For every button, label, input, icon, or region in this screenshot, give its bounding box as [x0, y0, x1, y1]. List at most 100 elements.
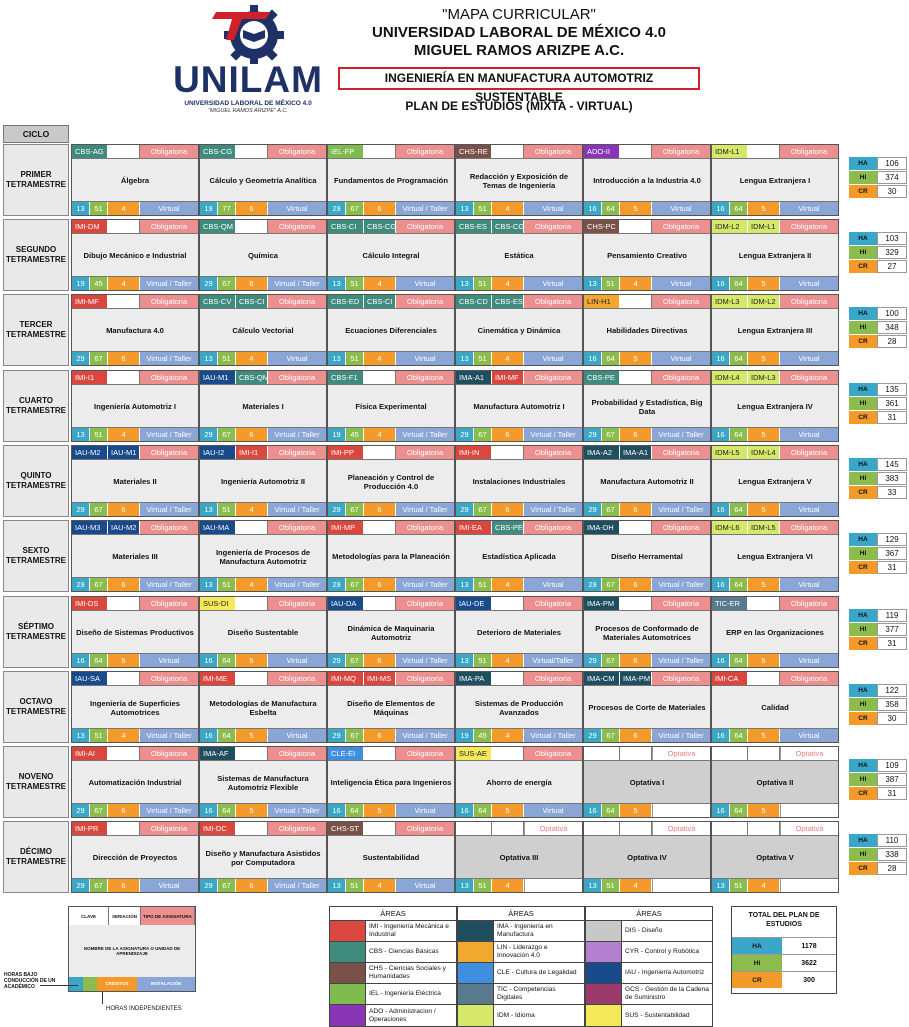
summary-row: CR 31 — [849, 411, 907, 424]
subject-clave: IMA-A2 — [584, 446, 620, 459]
subject-name: Metodologías para la Planeación — [332, 552, 450, 561]
summary-label: HA — [849, 684, 877, 697]
subject-name: Automatización Industrial — [88, 778, 182, 787]
instalacion: Virtual — [780, 729, 838, 742]
subject-hours: 29 67 6 Virtual / Taller — [328, 577, 454, 591]
summary-row: HA 122 — [849, 684, 907, 697]
creditos: 6 — [364, 729, 396, 742]
instalacion: Virtual / Taller — [396, 578, 454, 591]
hours-independientes: 64 — [730, 578, 748, 591]
instalacion: Virtual / Taller — [652, 729, 710, 742]
instalacion: Virtual — [268, 654, 326, 667]
subject-name: Diseño y Manufactura Asistidos por Compu… — [205, 848, 321, 867]
summary-label: HI — [849, 397, 877, 410]
subject-codes: IMI-EA CBS-PE Obligatoria — [456, 521, 582, 535]
instalacion: Virtual / Taller — [268, 804, 326, 817]
subject-clave: CBS-CG — [200, 145, 236, 158]
subject-hours: 13 51 4 Virtual — [456, 276, 582, 290]
subject-hours: 29 67 6 Virtual / Taller — [200, 427, 326, 441]
creditos: 4 — [364, 277, 396, 290]
creditos: 6 — [492, 503, 524, 516]
area-item: GCS - Gestión de la Cadena de Suministro — [586, 984, 712, 1005]
instalacion: Virtual / Taller — [140, 428, 198, 441]
subject-name: Lengua Extranjera IV — [737, 402, 813, 411]
subject-card: IAU-SA Obligatoria Ingeniería de Superfici… — [71, 671, 199, 743]
summary-label: HI — [849, 773, 877, 786]
subject-clave: IMA-PM — [584, 597, 620, 610]
area-label: DIS - Diseño — [625, 927, 663, 934]
summary-value: 383 — [877, 472, 907, 485]
hours-academico: 16 — [200, 654, 218, 667]
term-row: SEXTO TETRAMESTRE IAU-M3 IAU-M2 Obligatoria… — [3, 520, 839, 592]
summary-label: HI — [849, 623, 877, 636]
hours-independientes: 51 — [346, 277, 364, 290]
subject-card: IMA-CM IMA-PM Obligatoria Procesos de Corte… — [583, 671, 711, 743]
subject-card: IMI-IN Obligatoria Instalaciones Industria… — [455, 445, 583, 517]
subject-name: Manufactura Automotriz II — [600, 477, 694, 486]
hours-independientes: 51 — [474, 654, 492, 667]
hours-academico: 13 — [328, 277, 346, 290]
subject-tipo: Obligatoria — [140, 220, 198, 233]
total-plan: TOTAL DEL PLAN DE ESTUDIOS HA 1178 HI 3622… — [731, 906, 837, 994]
subject-codes: Optativa — [584, 747, 710, 761]
hours-independientes: 51 — [218, 578, 236, 591]
area-swatch — [458, 942, 494, 962]
instalacion: Virtual / Taller — [140, 503, 198, 516]
hours-academico: 16 — [328, 804, 346, 817]
area-swatch — [586, 942, 622, 962]
hours-academico: 13 — [200, 503, 218, 516]
subject-card: IAU-M2 IAU-M1 Obligatoria Materiales II 29 67… — [71, 445, 199, 517]
seriacion-empty — [364, 371, 396, 384]
subject-seriacion: IDM-L5 — [748, 521, 780, 534]
seriacion-empty — [492, 672, 524, 685]
subject-hours: 13 51 4 — [712, 878, 838, 892]
instalacion: Virtual / Taller — [268, 428, 326, 441]
subject-tipo: Obligatoria — [140, 597, 198, 610]
subject-seriacion: IMA-PM — [620, 672, 652, 685]
subject-clave: CBS-QM — [200, 220, 236, 233]
summary-label: HI — [849, 698, 877, 711]
subject-codes: IMI-MF Obligatoria — [72, 295, 198, 309]
hours-academico: 13 — [584, 277, 602, 290]
subject-clave: IAU-SA — [72, 672, 108, 685]
seriacion-empty — [620, 597, 652, 610]
subject-tipo: Obligatoria — [140, 747, 198, 760]
subject-card: IAU-M3 IAU-M2 Obligatoria Materiales III 29 6… — [71, 520, 199, 592]
term-row: TERCER TETRAMESTRE IMI-MF Obligatoria Manuf… — [3, 294, 839, 366]
hours-academico: 13 — [456, 578, 474, 591]
total-cr: 300 — [803, 977, 815, 984]
term-label: SEXTO TETRAMESTRE — [3, 520, 69, 592]
subject-clave: CBS-ES — [456, 220, 492, 233]
subject-hours: 29 67 6 Virtual / Taller — [456, 427, 582, 441]
hours-independientes: 67 — [602, 503, 620, 516]
subject-tipo: Obligatoria — [396, 371, 454, 384]
subject-tipo: Obligatoria — [524, 145, 582, 158]
subject-codes: CBS-F1 Obligatoria — [328, 371, 454, 385]
subject-codes: IMA-DH Obligatoria — [584, 521, 710, 535]
subject-name: Ingeniería de Procesos de Manufactura Au… — [215, 547, 311, 566]
total-title: TOTAL DEL PLAN DE ESTUDIOS — [748, 912, 820, 928]
program-title: INGENIERÍA EN MANUFACTURA AUTOMOTRIZ SUS… — [338, 67, 700, 104]
summary-label: HI — [849, 547, 877, 560]
header-universidad: UNIVERSIDAD LABORAL DE MÉXICO 4.0 — [372, 24, 666, 41]
seriacion-empty — [364, 521, 396, 534]
hours-academico: 13 — [72, 202, 90, 215]
subject-card: TIC-ER Obligatoria ERP en las Organizacion… — [711, 596, 839, 668]
subject-tipo: Obligatoria — [396, 672, 454, 685]
term-cells: IAU-M3 IAU-M2 Obligatoria Materiales III 29 6… — [71, 520, 839, 592]
subject-codes: IMA-A1 IMI-MF Obligatoria — [456, 371, 582, 385]
summary-value: 28 — [877, 862, 907, 875]
creditos: 4 — [108, 428, 140, 441]
instalacion: Virtual / Taller — [652, 503, 710, 516]
subject-card: IMA-DH Obligatoria Diseño Herramental 29 67 6… — [583, 520, 711, 592]
hours-independientes: 64 — [218, 654, 236, 667]
hours-academico: 13 — [328, 352, 346, 365]
area-label: IMI - Ingeniería Mecánica e Industrial — [369, 923, 449, 938]
subject-tipo: Optativa — [652, 822, 710, 835]
subject-card: IMI-MQ IMI-MS Obligatoria Diseño de Element… — [327, 671, 455, 743]
creditos: 5 — [748, 804, 780, 817]
summary-value: 33 — [877, 486, 907, 499]
term-label: OCTAVO TETRAMESTRE — [3, 671, 69, 743]
hours-independientes: 64 — [730, 352, 748, 365]
subject-clave: IMI-AI — [72, 747, 108, 760]
